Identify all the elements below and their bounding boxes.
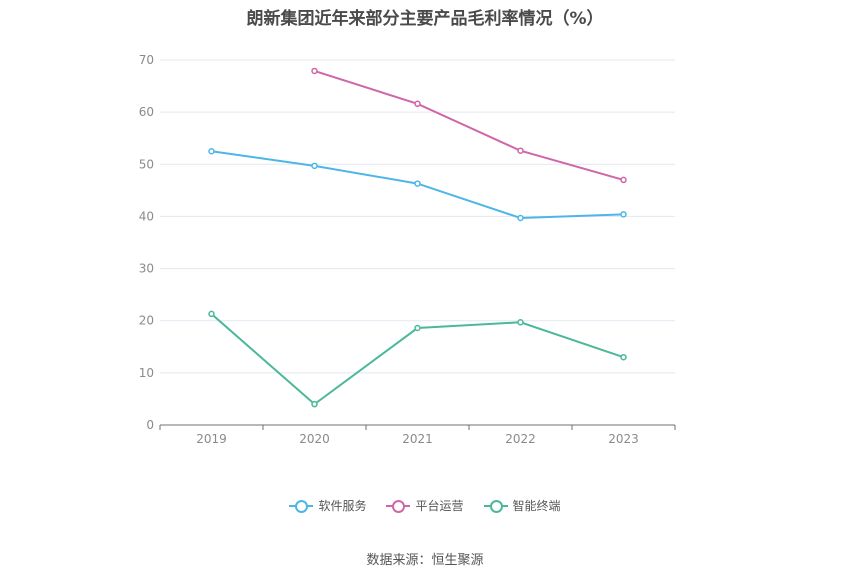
legend-marker-icon: [386, 499, 411, 513]
legend-label: 软件服务: [318, 499, 367, 513]
data-point: [414, 180, 421, 187]
y-tick-label: 30: [139, 262, 154, 276]
legend-label: 智能终端: [512, 499, 561, 513]
x-tick-label: 2020: [299, 432, 330, 446]
legend-item[interactable]: 平台运营: [386, 497, 464, 514]
data-point: [311, 162, 318, 170]
data-point: [517, 214, 524, 222]
y-tick-label: 0: [146, 418, 154, 432]
data-point: [311, 67, 318, 75]
legend-marker-icon: [483, 499, 508, 513]
series-1: [208, 148, 627, 222]
data-point: [208, 148, 215, 155]
x-tick-label: 2022: [505, 432, 536, 446]
data-point: [620, 211, 627, 218]
data-point: [517, 319, 524, 326]
y-tick-label: 40: [139, 209, 154, 223]
y-tick-label: 10: [139, 366, 154, 380]
axes: 0 10 20 30 40 50 60 70 2019 2020 2021 2022 2023: [139, 53, 676, 446]
data-point: [620, 176, 627, 184]
legend-marker-icon: [289, 499, 314, 513]
data-source: 数据来源：恒生聚源: [366, 553, 484, 568]
legend-item[interactable]: 智能终端: [483, 497, 561, 514]
legend-item[interactable]: 软件服务: [289, 497, 366, 514]
data-point: [620, 353, 627, 361]
legend: 软件服务 平台运营 智能终端: [0, 497, 850, 514]
x-tick-label: 2023: [608, 432, 639, 446]
series-3: [208, 310, 627, 408]
y-tick-label: 70: [139, 53, 154, 67]
y-tick-label: 50: [139, 157, 154, 171]
series-layer: [208, 67, 627, 408]
y-tick-label: 60: [139, 105, 154, 119]
x-tick-label: 2021: [402, 432, 433, 446]
series-2: [311, 67, 627, 184]
data-point: [414, 100, 421, 108]
x-tick-label: 2019: [196, 432, 227, 446]
data-point: [517, 147, 524, 154]
data-point: [208, 310, 215, 318]
data-point: [414, 324, 421, 332]
series-line: [314, 69, 624, 181]
data-point: [311, 400, 318, 408]
chart-title: 朗新集团近年来部分主要产品毛利率情况（%）: [246, 9, 604, 29]
legend-label: 平台运营: [415, 499, 464, 513]
y-tick-label: 20: [139, 314, 154, 328]
